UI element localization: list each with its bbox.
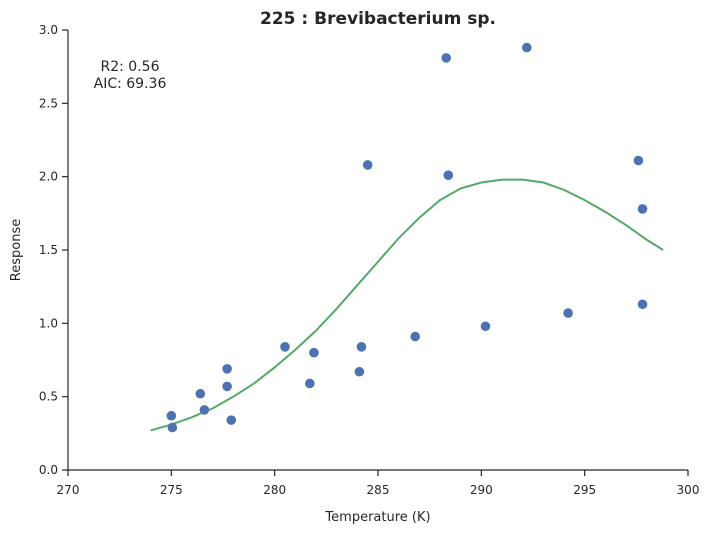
data-point: [362, 160, 373, 170]
r2-annotation: R2: 0.56: [101, 59, 160, 75]
data-point: [480, 321, 491, 332]
data-point: [441, 53, 452, 63]
y-tick-label: 2.0: [39, 170, 58, 184]
y-tick-label: 1.5: [39, 243, 58, 257]
fit-curve-layer: [150, 178, 664, 432]
x-tick-label: 285: [367, 483, 390, 497]
data-point: [354, 366, 365, 377]
x-tick-label: 290: [470, 483, 493, 497]
data-points-layer: [166, 42, 648, 433]
data-point: [443, 170, 454, 180]
data-point: [633, 155, 644, 166]
data-point: [195, 388, 206, 399]
y-tick-label: 2.5: [39, 96, 58, 110]
data-point: [222, 364, 232, 374]
chart-title: 225 : Brevibacterium sp.: [260, 9, 496, 29]
x-tick-label: 275: [160, 483, 183, 497]
data-point: [280, 342, 290, 352]
data-point: [199, 405, 210, 415]
x-tick-label: 300: [677, 483, 700, 497]
aic-annotation: AIC: 69.36: [94, 76, 167, 92]
y-tick-label: 1.0: [39, 316, 58, 330]
x-tick-label: 270: [57, 483, 80, 497]
data-point: [563, 308, 573, 318]
data-point: [637, 204, 648, 214]
x-ticks: 270 275 280 285 290 295 300: [57, 470, 700, 497]
data-point: [222, 381, 232, 392]
fit-annotation: R2: 0.56 AIC: 69.36: [94, 59, 167, 92]
y-tick-label: 0.5: [39, 390, 58, 404]
y-tick-label: 3.0: [39, 23, 58, 37]
fit-curve: [150, 178, 664, 432]
data-point: [166, 410, 177, 421]
y-ticks: 0.0 0.5 1.0 1.5 2.0 2.5 3.0: [39, 23, 68, 477]
data-point: [305, 378, 315, 389]
y-tick-label: 0.0: [39, 463, 58, 477]
axes: [67, 30, 688, 471]
data-point: [356, 342, 367, 352]
y-axis-label: Response: [9, 219, 24, 281]
data-point: [637, 299, 648, 310]
data-point: [410, 331, 421, 342]
data-point: [167, 422, 178, 433]
data-point: [522, 42, 532, 53]
x-tick-label: 295: [573, 483, 596, 497]
x-tick-label: 280: [263, 483, 286, 497]
data-point: [309, 347, 319, 358]
x-axis-label: Temperature (K): [324, 510, 430, 525]
data-point: [226, 415, 237, 425]
